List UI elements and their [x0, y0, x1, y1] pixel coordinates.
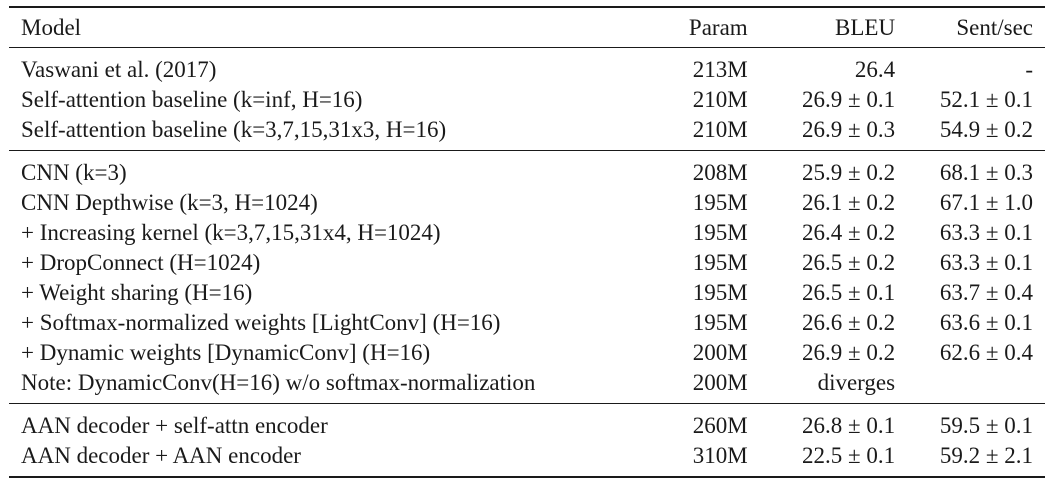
- cell-sent: 67.1 ± 1.0: [939, 190, 1033, 215]
- table-row: Self-attention baseline (k=inf, H=16) 21…: [9, 85, 1045, 115]
- cell-model: + Increasing kernel (k=3,7,15,31x4, H=10…: [21, 220, 441, 245]
- cell-sent: 59.2 ± 2.1: [939, 443, 1033, 468]
- cell-bleu: 26.4: [854, 57, 896, 82]
- cell-param: 200M: [692, 370, 748, 395]
- cell-param: 195M: [692, 280, 748, 305]
- cell-model: Vaswani et al. (2017): [21, 57, 217, 82]
- cell-param: 310M: [692, 443, 748, 468]
- header-sent-per-sec: Sent/sec: [956, 14, 1033, 40]
- cell-param: 195M: [692, 310, 748, 335]
- table-row: + Dynamic weights [DynamicConv] (H=16) 2…: [9, 338, 1045, 368]
- cell-model: Self-attention baseline (k=3,7,15,31x3, …: [21, 117, 447, 142]
- cell-param: 210M: [692, 117, 748, 142]
- cell-model: + DropConnect (H=1024): [21, 250, 261, 275]
- cell-bleu: diverges: [817, 370, 896, 395]
- cell-model: CNN (k=3): [21, 160, 127, 185]
- cell-model: CNN Depthwise (k=3, H=1024): [21, 190, 318, 215]
- cell-bleu: 22.5 ± 0.1: [801, 443, 896, 468]
- table-row: CNN Depthwise (k=3, H=1024) 195M 26.1 ± …: [9, 188, 1045, 218]
- cell-model: AAN decoder + AAN encoder: [21, 443, 301, 468]
- table-row: AAN decoder + AAN encoder 310M 22.5 ± 0.…: [9, 441, 1045, 477]
- cell-bleu: 26.6 ± 0.2: [801, 310, 896, 335]
- table-row: AAN decoder + self-attn encoder 260M 26.…: [9, 404, 1045, 442]
- cell-sent: 54.9 ± 0.2: [939, 117, 1033, 142]
- table-row: Self-attention baseline (k=3,7,15,31x3, …: [9, 115, 1045, 151]
- results-table-container: Model Param BLEU Sent/sec Vaswani et al.…: [9, 6, 1045, 478]
- table-row: + DropConnect (H=1024) 195M 26.5 ± 0.2 6…: [9, 248, 1045, 278]
- cell-bleu: 26.8 ± 0.1: [801, 413, 896, 438]
- cell-bleu: 26.9 ± 0.2: [801, 340, 896, 365]
- cell-sent: 63.3 ± 0.1: [939, 220, 1033, 245]
- table-header: Model Param BLEU Sent/sec: [9, 7, 1045, 48]
- header-bleu: BLEU: [835, 14, 896, 40]
- cell-sent: 63.7 ± 0.4: [939, 280, 1033, 305]
- cell-sent: 62.6 ± 0.4: [939, 340, 1033, 365]
- cell-param: 195M: [692, 250, 748, 275]
- cell-param: 200M: [692, 340, 748, 365]
- cell-bleu: 26.9 ± 0.1: [801, 87, 896, 112]
- cell-sent: 68.1 ± 0.3: [939, 160, 1033, 185]
- cell-bleu: 26.4 ± 0.2: [801, 220, 896, 245]
- cell-param: 210M: [692, 87, 748, 112]
- cell-model: Self-attention baseline (k=inf, H=16): [21, 87, 363, 112]
- cell-model: Note: DynamicConv(H=16) w/o softmax-norm…: [21, 370, 536, 395]
- table-row: + Weight sharing (H=16) 195M 26.5 ± 0.1 …: [9, 278, 1045, 308]
- table-row: + Increasing kernel (k=3,7,15,31x4, H=10…: [9, 218, 1045, 248]
- table-row: + Softmax-normalized weights [LightConv]…: [9, 308, 1045, 338]
- cell-sent: 63.3 ± 0.1: [939, 250, 1033, 275]
- cell-param: 208M: [692, 160, 748, 185]
- cell-bleu: 26.5 ± 0.1: [801, 280, 896, 305]
- table-group-cnn: CNN (k=3) 208M 25.9 ± 0.2 68.1 ± 0.3 CNN…: [9, 151, 1045, 404]
- table-group-baselines: Vaswani et al. (2017) 213M 26.4 - Self-a…: [9, 48, 1045, 151]
- header-model: Model: [21, 14, 82, 40]
- cell-model: AAN decoder + self-attn encoder: [21, 413, 328, 438]
- cell-param: 195M: [692, 190, 748, 215]
- table-row: Note: DynamicConv(H=16) w/o softmax-norm…: [9, 368, 1045, 404]
- cell-model: + Softmax-normalized weights [LightConv]…: [21, 310, 501, 335]
- cell-param: 260M: [692, 413, 748, 438]
- header-row: Model Param BLEU Sent/sec: [9, 7, 1045, 48]
- cell-param: 213M: [692, 57, 748, 82]
- results-table: Model Param BLEU Sent/sec Vaswani et al.…: [9, 6, 1045, 478]
- cell-model: + Dynamic weights [DynamicConv] (H=16): [21, 340, 431, 365]
- cell-model: + Weight sharing (H=16): [21, 280, 253, 305]
- cell-bleu: 26.9 ± 0.3: [801, 117, 896, 142]
- header-param: Param: [688, 14, 748, 40]
- table-group-aan: AAN decoder + self-attn encoder 260M 26.…: [9, 404, 1045, 477]
- table-row: Vaswani et al. (2017) 213M 26.4 -: [9, 48, 1045, 86]
- cell-param: 195M: [692, 220, 748, 245]
- cell-sent: 59.5 ± 0.1: [939, 413, 1033, 438]
- cell-sent: -: [1025, 57, 1033, 82]
- cell-sent: [895, 368, 1045, 404]
- cell-sent: 63.6 ± 0.1: [939, 310, 1033, 335]
- cell-bleu: 26.1 ± 0.2: [801, 190, 896, 215]
- cell-bleu: 25.9 ± 0.2: [801, 160, 896, 185]
- table-row: CNN (k=3) 208M 25.9 ± 0.2 68.1 ± 0.3: [9, 151, 1045, 189]
- cell-sent: 52.1 ± 0.1: [939, 87, 1033, 112]
- cell-bleu: 26.5 ± 0.2: [801, 250, 896, 275]
